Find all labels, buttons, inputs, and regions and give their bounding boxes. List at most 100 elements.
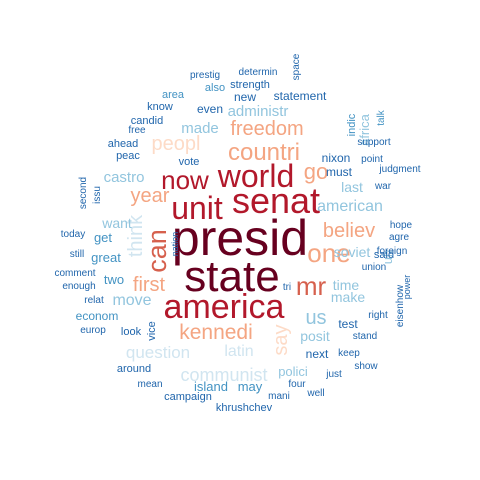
word-think: think (125, 214, 147, 257)
word-statement: statement (274, 89, 327, 103)
word-nixon: nixon (322, 151, 351, 165)
word-space: space (291, 53, 302, 80)
word-eisenhow: eisenhow (395, 284, 406, 327)
word-know: know (147, 101, 173, 113)
word-show: show (354, 361, 378, 372)
word-comment: comment (54, 268, 95, 279)
word-new: new (234, 90, 256, 104)
word-mani: mani (268, 391, 290, 402)
word-well: well (306, 388, 324, 399)
word-stand: stand (353, 331, 377, 342)
word-free: free (128, 125, 146, 136)
word-said: said (374, 249, 394, 261)
word-one: one (307, 238, 350, 268)
word-mr: mr (296, 271, 327, 301)
word-indic: indic (346, 113, 358, 136)
word-enough: enough (62, 281, 95, 292)
word-khrushchev: khrushchev (216, 402, 273, 414)
word-around: around (117, 363, 151, 375)
word-may: may (238, 379, 263, 394)
word-strength: strength (230, 79, 270, 91)
word-issu: issu (92, 186, 103, 204)
word-talk: talk (376, 109, 387, 126)
word-africa: africa (357, 113, 372, 146)
word-europ: europ (80, 325, 106, 336)
word-kennedi: kennedi (179, 321, 253, 344)
word-relat: relat (84, 295, 104, 306)
word-year: year (131, 185, 170, 207)
word-candid: candid (131, 115, 163, 127)
word-communist: communist (180, 365, 267, 385)
word-point: point (361, 154, 383, 165)
word-look: look (121, 326, 142, 338)
word-us: us (305, 307, 326, 329)
word-vote: vote (179, 156, 200, 168)
word-next: next (306, 347, 329, 361)
word-soviet: soviet (334, 244, 371, 260)
word-agre: agre (389, 232, 409, 243)
word-polici: polici (278, 364, 308, 379)
word-unit: unit (171, 190, 223, 226)
word-last: last (341, 179, 363, 195)
word-get: get (94, 230, 112, 245)
word-administr: administr (228, 103, 289, 120)
word-can: can (142, 229, 172, 273)
word-also: also (205, 82, 225, 94)
word-right: right (368, 310, 388, 321)
word-first: first (133, 274, 166, 296)
word-posit: posit (300, 328, 330, 344)
word-move: move (112, 292, 151, 309)
word-uh: uh (380, 250, 395, 264)
word-presid: presid (172, 210, 308, 266)
word-now: now (161, 165, 209, 195)
word-foreign: foreign (377, 246, 408, 257)
word-tri: tri (283, 282, 291, 293)
word-still: still (70, 249, 84, 260)
word-power: power (402, 275, 412, 300)
word-latin: latin (224, 343, 253, 360)
word-mean: mean (137, 379, 162, 390)
word-say: say (270, 324, 292, 355)
word-econom: econom (76, 309, 119, 323)
word-made: made (181, 120, 219, 137)
word-determin: determin (239, 67, 278, 78)
word-prestig: prestig (190, 70, 220, 81)
word-american: american (317, 198, 383, 215)
word-question: question (126, 343, 190, 362)
word-castro: castro (104, 169, 145, 186)
word-peopl: peopl (152, 133, 201, 155)
word-even: even (197, 102, 223, 116)
word-second: second (78, 177, 89, 209)
word-hope: hope (390, 220, 413, 231)
word-go: go (304, 159, 328, 184)
word-judgment: judgment (378, 164, 420, 175)
word-great: great (91, 250, 121, 265)
word-senat: senat (232, 180, 320, 221)
word-want: want (101, 215, 132, 231)
word-test: test (338, 317, 358, 331)
word-vice: vice (146, 321, 158, 341)
word-must: must (326, 165, 353, 179)
word-support: support (357, 137, 391, 148)
word-world: world (217, 158, 294, 194)
word-four: four (288, 379, 306, 390)
word-area: area (162, 89, 185, 101)
word-ahead: ahead (108, 138, 139, 150)
word-two: two (104, 272, 124, 287)
word-america: america (164, 288, 285, 326)
word-just: just (325, 369, 342, 380)
word-keep: keep (338, 348, 360, 359)
word-countri: countri (228, 139, 300, 166)
word-believ: believ (323, 220, 375, 242)
word-island: island (194, 379, 228, 394)
word-state: state (184, 252, 279, 301)
word-war: war (374, 181, 392, 192)
word-peac: peac (116, 150, 140, 162)
word-campaign: campaign (164, 391, 212, 403)
word-nation: nation (170, 232, 180, 257)
word-union: union (362, 262, 386, 273)
word-time: time (333, 277, 360, 293)
word-freedom: freedom (230, 118, 303, 140)
